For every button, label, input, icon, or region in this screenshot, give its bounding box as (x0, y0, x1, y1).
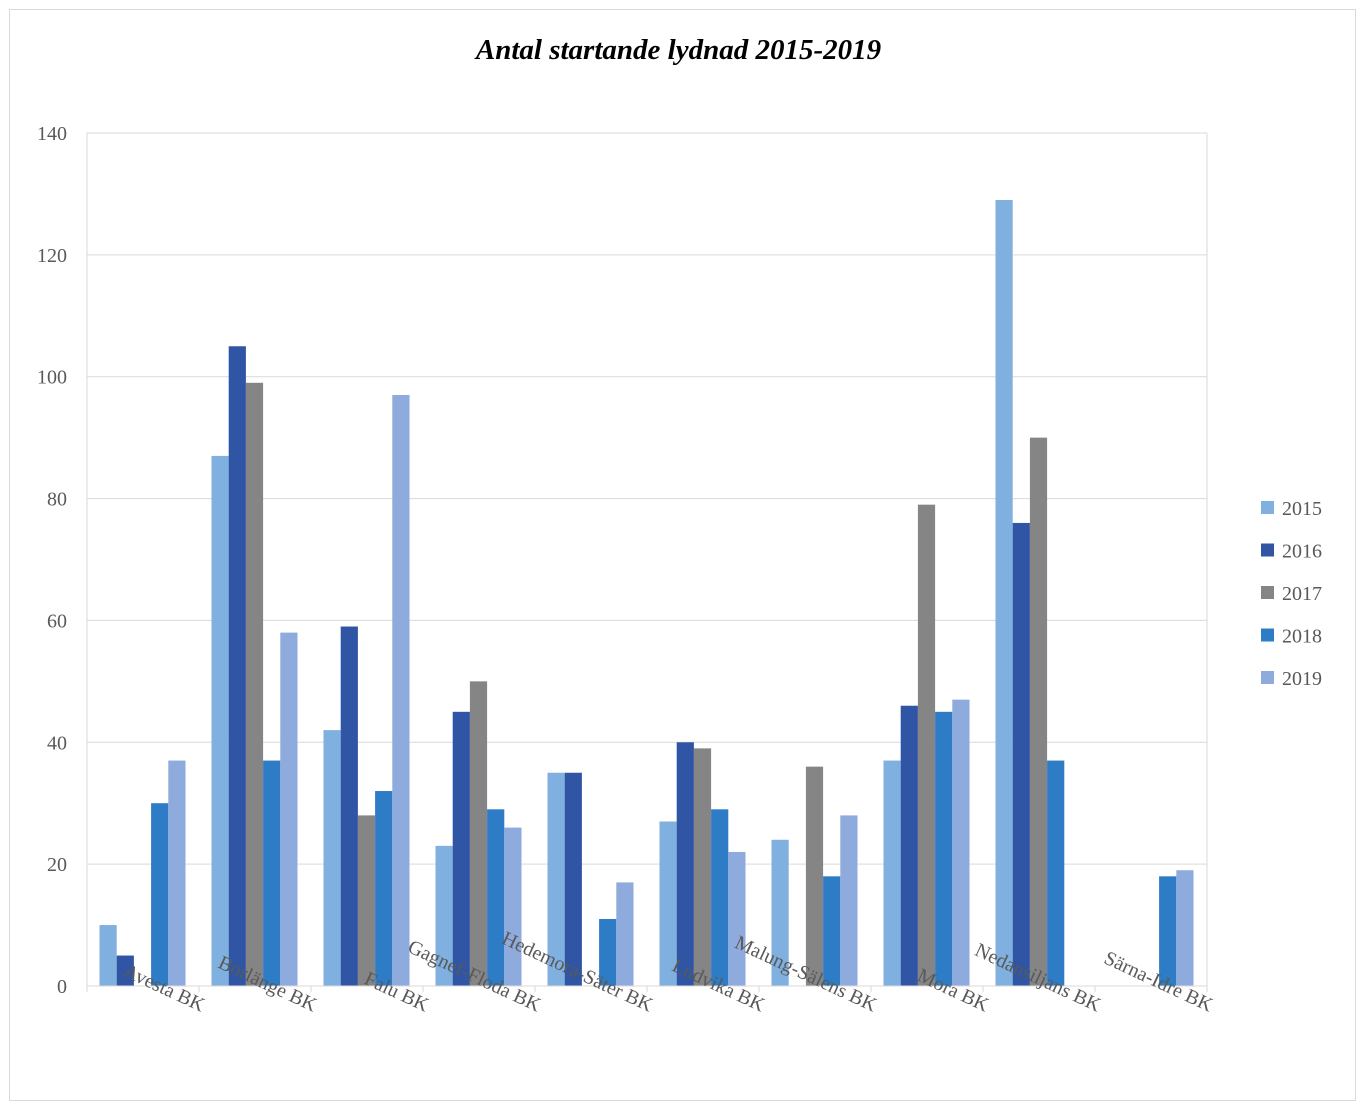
bar-2018-3 (487, 809, 505, 986)
bars (99, 200, 1194, 987)
y-tick-label: 120 (37, 245, 67, 267)
y-tick-label: 0 (57, 976, 67, 998)
bar-2018-2 (375, 791, 393, 986)
bar-2017-2 (357, 815, 376, 986)
bar-2016-1 (228, 346, 246, 986)
y-tick-labels: 0 20 40 60 80 100 120 140 (37, 123, 67, 998)
bar-2017-7 (917, 504, 936, 986)
y-tick-label: 100 (37, 367, 67, 389)
legend-label-2018: 2018 (1282, 626, 1322, 648)
legend-label-2017: 2017 (1282, 583, 1322, 605)
bar-2015-6 (771, 839, 789, 986)
bar-2019-5 (728, 851, 746, 986)
bar-2019-6 (840, 815, 858, 986)
bar-2015-7 (883, 760, 901, 986)
bar-2017-3 (469, 681, 488, 986)
bar-2018-7 (935, 711, 953, 986)
bar-2019-1 (280, 632, 298, 986)
bar-2019-9 (1176, 870, 1194, 986)
bar-2019-2 (392, 394, 410, 986)
bar-2018-1 (263, 760, 281, 986)
y-tick-label: 140 (37, 123, 67, 145)
bar-2018-5 (711, 809, 729, 986)
legend-swatch-2017 (1261, 586, 1274, 599)
x-tick-label: Särna-Idre BK (1101, 947, 1217, 1017)
legend-label-2016: 2016 (1282, 541, 1322, 563)
bar-2015-8 (995, 200, 1013, 986)
bar-2015-2 (323, 730, 341, 986)
bar-2018-8 (1047, 760, 1065, 986)
bar-2018-4 (599, 918, 617, 986)
bar-2018-6 (823, 876, 841, 986)
bar-2016-4 (564, 772, 582, 986)
bar-2015-0 (99, 925, 117, 986)
legend-swatch-2016 (1261, 543, 1274, 557)
bar-2016-0 (116, 955, 134, 986)
bar-2019-4 (616, 882, 634, 986)
bar-2017-6 (805, 766, 824, 986)
legend-swatch-2018 (1261, 628, 1274, 642)
bar-2019-7 (952, 699, 970, 986)
chart-title: Antal startande lydnad 2015-2019 (475, 34, 882, 66)
y-tick-label: 80 (47, 489, 67, 511)
bar-2016-7 (900, 705, 918, 986)
y-tick-label: 40 (47, 732, 67, 754)
legend-label-2015: 2015 (1282, 498, 1322, 520)
bar-2019-3 (504, 827, 522, 986)
bar-2017-8 (1029, 437, 1048, 987)
legend-swatch-2015 (1261, 501, 1274, 514)
legend: 2015 2016 2017 2018 2019 (1261, 498, 1322, 690)
bar-2018-0 (151, 803, 169, 986)
bar-2019-0 (168, 760, 186, 986)
y-tick-label: 20 (47, 854, 67, 876)
bar-2016-2 (340, 626, 358, 986)
y-tick-label: 60 (47, 610, 67, 632)
bar-2016-5 (676, 742, 694, 986)
bar-2018-9 (1159, 876, 1177, 986)
bar-2016-8 (1012, 522, 1030, 986)
legend-swatch-2019 (1261, 671, 1274, 684)
bar-2017-1 (245, 382, 264, 986)
bar-2016-3 (452, 711, 470, 986)
bar-2015-5 (659, 821, 677, 986)
legend-label-2019: 2019 (1282, 668, 1322, 690)
bar-2017-5 (693, 748, 712, 986)
bar-2015-1 (211, 455, 229, 987)
bar-2015-3 (435, 845, 453, 986)
bar-2015-4 (547, 772, 565, 986)
axes (86, 133, 1208, 992)
